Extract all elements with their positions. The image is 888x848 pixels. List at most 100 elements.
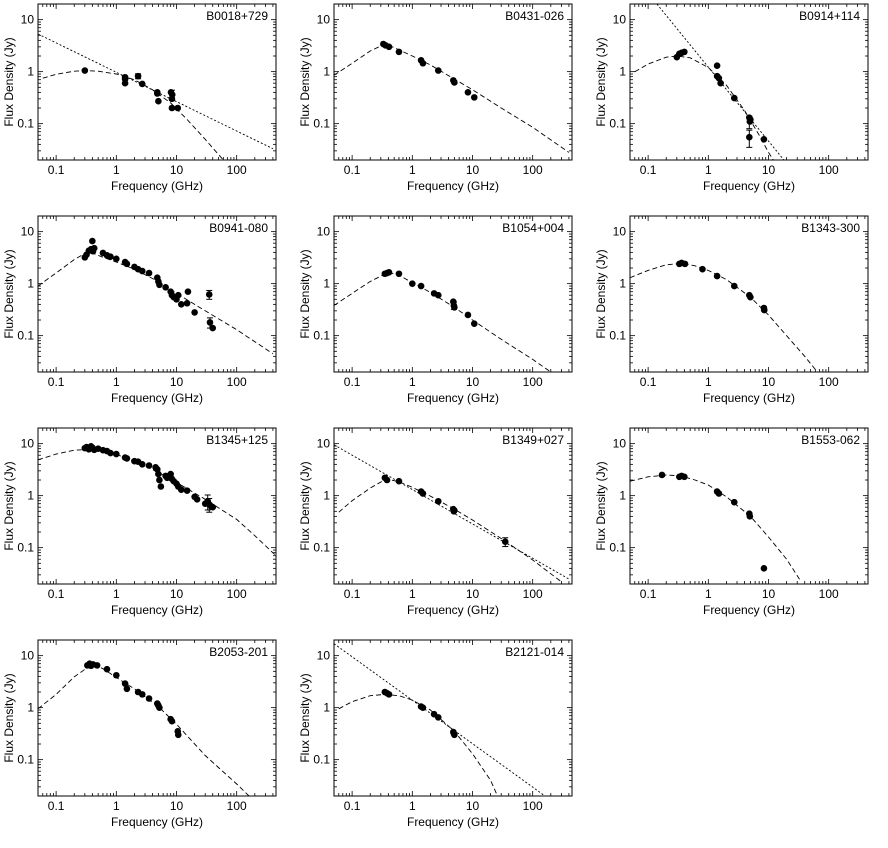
data-point: [168, 104, 176, 112]
x-tick-label: 0.1: [344, 587, 361, 601]
data-point: [713, 272, 721, 280]
x-tick-label: 1: [409, 163, 416, 177]
data-point: [113, 255, 120, 263]
x-axis-label: Frequency (GHz): [111, 815, 203, 829]
data-point: [451, 79, 458, 86]
data-point: [747, 116, 754, 123]
x-tick-label: 1: [113, 163, 120, 177]
axis-ticks: [37, 215, 276, 373]
plot-frame: [333, 3, 573, 161]
plot-frame: [37, 215, 277, 373]
data-point: [177, 301, 185, 308]
plot-frame: [629, 3, 869, 161]
plot-area: [334, 40, 570, 153]
x-tick-label: 1: [409, 587, 416, 601]
x-tick-label: 0.1: [640, 163, 657, 177]
plot-area: [634, 4, 785, 160]
data-point: [174, 104, 182, 112]
data-point: [138, 80, 146, 88]
y-tick-label: 1: [323, 489, 330, 503]
x-tick-label: 10: [762, 375, 776, 389]
y-tick-label: 0.1: [313, 541, 330, 555]
data-point: [123, 260, 131, 268]
x-tick-label: 10: [466, 587, 480, 601]
data-point: [760, 136, 768, 143]
data-point: [681, 48, 688, 56]
x-tick-label: 0.1: [640, 375, 657, 389]
data-point: [103, 665, 111, 673]
y-tick-label: 10: [317, 649, 331, 663]
y-tick-label: 1: [323, 65, 330, 79]
data-point: [177, 486, 185, 494]
y-axis-label: Flux Density (Jy): [594, 461, 608, 550]
plot-area: [630, 471, 802, 583]
data-point: [730, 498, 738, 506]
x-tick-label: 0.1: [640, 587, 657, 601]
axis-ticks: [629, 427, 868, 585]
x-tick-label: 10: [466, 163, 480, 177]
data-point: [746, 133, 753, 141]
plot-frame: [37, 639, 277, 797]
data-point: [451, 731, 458, 739]
y-axis-label: Flux Density (Jy): [594, 37, 608, 126]
data-point: [113, 450, 120, 458]
x-tick-label: 100: [227, 799, 247, 813]
source-name: B2121-014: [505, 645, 564, 659]
x-tick-label: 10: [466, 799, 480, 813]
data-point: [145, 695, 153, 702]
data-point: [464, 311, 472, 319]
source-name: B1553-062: [801, 433, 860, 447]
y-tick-label: 10: [21, 437, 35, 451]
plot-area: [38, 660, 250, 796]
data-point: [395, 48, 403, 56]
data-point: [699, 265, 706, 273]
spectral-fit-curve: [630, 474, 802, 583]
spectral-fit-curve: [38, 250, 274, 355]
powerlaw-fit-line: [38, 33, 274, 150]
y-tick-label: 0.1: [609, 541, 626, 555]
source-name: B0914+114: [799, 9, 860, 23]
x-tick-label: 100: [523, 375, 543, 389]
plot-area: [38, 442, 276, 557]
data-point: [107, 253, 114, 260]
data-point: [107, 449, 114, 457]
data-point: [174, 291, 182, 299]
y-axis-label: Flux Density (Jy): [298, 461, 312, 550]
data-point: [134, 72, 142, 80]
y-tick-label: 1: [27, 65, 34, 79]
x-tick-label: 1: [113, 587, 120, 601]
axis-ticks: [37, 639, 276, 797]
data-point: [746, 513, 754, 520]
data-point: [434, 714, 442, 721]
chart-panel: 0.1 1 10 100 0.1 1 10 Frequency (GHz) Flux Densi…: [594, 215, 869, 405]
data-point: [89, 237, 96, 245]
spectral-fit-curve: [630, 262, 818, 372]
data-point: [383, 476, 391, 484]
chart-panel: 0.1 1 10 100 0.1 1 10 Frequency (GHz) Flux Densi…: [2, 3, 277, 193]
spectral-fit-curve: [42, 70, 224, 160]
x-tick-label: 1: [409, 799, 416, 813]
x-tick-label: 100: [523, 163, 543, 177]
chart-panel: 0.1 1 10 100 0.1 1 10 Frequency (GHz) Flux Densi…: [2, 427, 277, 617]
y-tick-label: 0.1: [313, 753, 330, 767]
x-axis-label: Frequency (GHz): [703, 391, 795, 405]
data-point: [385, 269, 393, 276]
plot-frame: [333, 215, 573, 373]
y-tick-label: 10: [21, 13, 35, 27]
x-tick-label: 1: [113, 799, 120, 813]
data-point: [138, 461, 146, 468]
y-tick-label: 0.1: [17, 329, 34, 343]
data-point: [206, 319, 214, 326]
y-tick-label: 0.1: [313, 117, 330, 131]
y-tick-label: 1: [27, 489, 34, 503]
data-point: [193, 496, 201, 503]
data-point: [717, 79, 724, 87]
y-tick-label: 1: [27, 701, 34, 715]
x-tick-label: 100: [227, 163, 247, 177]
data-point: [470, 320, 478, 327]
data-point: [434, 291, 442, 299]
x-tick-label: 100: [819, 375, 839, 389]
x-tick-label: 10: [170, 163, 184, 177]
data-point: [168, 717, 176, 725]
data-point: [385, 691, 393, 698]
